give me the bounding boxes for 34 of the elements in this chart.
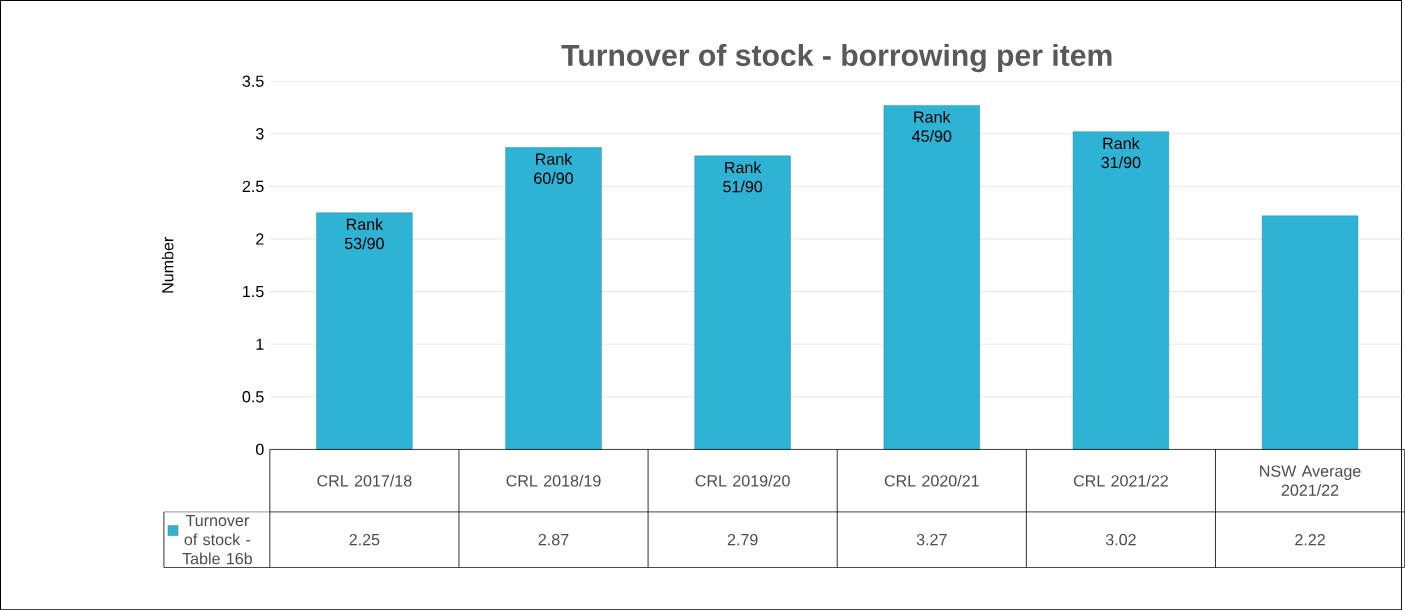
y-tick-label: 1.5 bbox=[243, 285, 264, 298]
y-tick-label: 1 bbox=[256, 338, 264, 350]
data-label: 2.25 bbox=[349, 533, 380, 546]
data-label: 2.87 bbox=[538, 533, 569, 546]
annotation: Rank 51/90 bbox=[723, 161, 763, 193]
y-tick-label: 0.5 bbox=[242, 390, 264, 403]
x-tick-label: CRL 2021/22 bbox=[1073, 474, 1168, 487]
y-tick-label: 3 bbox=[255, 127, 264, 140]
bar bbox=[505, 147, 602, 450]
data-label: 2.22 bbox=[1295, 533, 1325, 546]
legend-label: Turnover of stock - Table 16b bbox=[182, 514, 252, 565]
x-tick-label: CRL 2020/21 bbox=[884, 474, 979, 487]
bar bbox=[694, 155, 791, 450]
data-label: 3.27 bbox=[916, 533, 947, 546]
y-axis-title: Number bbox=[161, 236, 174, 293]
annotation: Rank 31/90 bbox=[1101, 137, 1141, 169]
annotation: Rank 53/90 bbox=[344, 218, 384, 250]
bar bbox=[1072, 131, 1170, 450]
data-label: 3.02 bbox=[1105, 533, 1136, 546]
y-tick-label: 3.5 bbox=[242, 75, 264, 87]
annotation: Rank 45/90 bbox=[912, 110, 952, 142]
annotation: Rank 60/90 bbox=[534, 152, 574, 184]
chart-title: Turnover of stock - borrowing per item bbox=[561, 43, 1112, 73]
y-tick-label: 2.5 bbox=[242, 180, 264, 192]
x-tick-label: NSW Average 2021/22 bbox=[1260, 465, 1361, 496]
x-tick-label: CRL 2018/19 bbox=[506, 474, 601, 487]
y-tick-label: 2 bbox=[256, 233, 264, 245]
x-tick-label: CRL 2017/18 bbox=[317, 474, 412, 487]
y-tick-label: 0 bbox=[255, 443, 264, 455]
bar bbox=[316, 212, 413, 450]
bar bbox=[883, 105, 980, 450]
bar bbox=[1261, 215, 1359, 450]
x-tick-label: CRL 2019/20 bbox=[695, 474, 790, 487]
data-label: 2.79 bbox=[727, 533, 758, 546]
